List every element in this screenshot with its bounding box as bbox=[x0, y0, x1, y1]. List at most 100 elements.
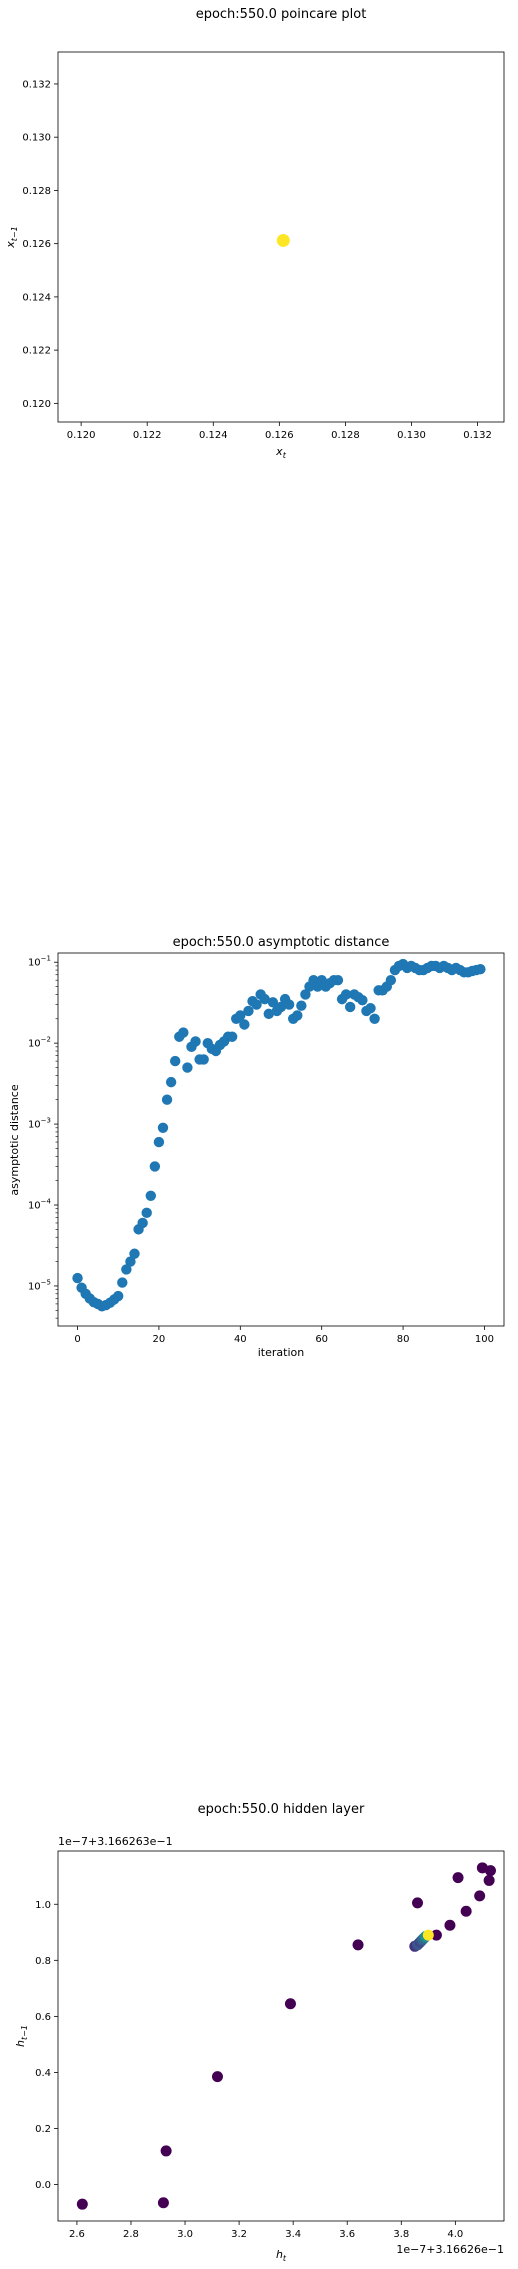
hidden-x-tick-label: 3.4 bbox=[285, 2229, 301, 2240]
asymptotic-y-tick-label: 10−2 bbox=[28, 1036, 51, 1050]
hidden-x-tick-label: 3.2 bbox=[231, 2229, 247, 2240]
asymptotic-point bbox=[161, 1094, 173, 1105]
hidden-x-ticks: 2.6 2.8 3.0 3.2 3.4 3.6 3.8 4.0 bbox=[69, 2221, 463, 2240]
asymptotic-point bbox=[235, 1010, 246, 1021]
asymptotic-point bbox=[226, 1031, 238, 1042]
asymptotic-y-label: asymptotic distance bbox=[8, 1084, 21, 1195]
hidden-point bbox=[211, 2071, 223, 2083]
hidden-x-tick-label: 3.8 bbox=[393, 2229, 409, 2240]
hidden-x-tick-label: 2.8 bbox=[123, 2229, 139, 2240]
asymptotic-point bbox=[113, 1290, 124, 1302]
asymptotic-y-ticks: 10−5 10−4 10−3 10−2 10−1 bbox=[28, 955, 58, 1292]
hidden-y-tick-label: 0.2 bbox=[35, 2124, 51, 2135]
hidden-point bbox=[484, 1865, 496, 1877]
asymptotic-x-tick-label: 80 bbox=[397, 1334, 410, 1345]
asymptotic-y-tick-label: 10−3 bbox=[28, 1117, 51, 1131]
hidden-layer-chart: epoch:550.0 hidden layer 1e−7+3.166263e−… bbox=[14, 1802, 505, 2263]
asymptotic-point bbox=[275, 1001, 287, 1013]
hidden-point bbox=[483, 1874, 495, 1886]
hidden-y-tick-label: 0.0 bbox=[35, 2180, 51, 2191]
hidden-x-tick-label: 3.6 bbox=[339, 2229, 355, 2240]
hidden-point bbox=[76, 2198, 88, 2210]
asymptotic-point bbox=[145, 1190, 156, 1201]
poincare-x-tick-label: 0.132 bbox=[463, 430, 492, 441]
asymptotic-point bbox=[125, 1256, 136, 1267]
asymptotic-point bbox=[141, 1207, 152, 1219]
hidden-point bbox=[452, 1872, 464, 1884]
asymptotic-title: epoch:550.0 asymptotic distance bbox=[173, 935, 390, 950]
asymptotic-point bbox=[157, 1122, 169, 1133]
asymptotic-point bbox=[332, 974, 344, 986]
hidden-y-tick-label: 0.4 bbox=[35, 2068, 51, 2079]
asymptotic-point bbox=[182, 1062, 193, 1073]
asymptotic-point bbox=[190, 1036, 201, 1047]
asymptotic-y-tick-label: 10−4 bbox=[28, 1198, 52, 1212]
asymptotic-point bbox=[340, 989, 352, 1000]
poincare-y-tick-label: 0.126 bbox=[22, 239, 51, 250]
poincare-x-tick-label: 0.124 bbox=[199, 430, 228, 441]
asymptotic-chart: epoch:550.0 asymptotic distance 0 20 40 60 8… bbox=[8, 935, 505, 1359]
poincare-x-tick-label: 0.120 bbox=[67, 430, 96, 441]
hidden-x-offset-label: 1e−7+3.16626e−1 bbox=[396, 2243, 504, 2256]
hidden-point bbox=[444, 1919, 456, 1931]
hidden-point bbox=[284, 1998, 296, 2010]
poincare-plot-area bbox=[276, 233, 290, 247]
asymptotic-point bbox=[251, 999, 262, 1010]
hidden-point bbox=[430, 1929, 442, 1941]
asymptotic-point bbox=[369, 1013, 380, 1024]
poincare-y-tick-label: 0.132 bbox=[22, 79, 51, 90]
poincare-x-label: xt bbox=[275, 445, 287, 460]
asymptotic-point bbox=[243, 1005, 254, 1017]
hidden-plot-area bbox=[76, 1862, 496, 2210]
asymptotic-x-tick-label: 100 bbox=[475, 1334, 494, 1345]
poincare-title: epoch:550.0 poincare plot bbox=[196, 7, 367, 22]
poincare-y-tick-label: 0.120 bbox=[22, 399, 51, 410]
hidden-point bbox=[160, 2145, 172, 2157]
asymptotic-point bbox=[283, 999, 295, 1010]
asymptotic-x-tick-label: 0 bbox=[74, 1334, 80, 1345]
hidden-x-tick-label: 2.6 bbox=[69, 2229, 85, 2240]
hidden-y-ticks: 0.0 0.2 0.4 0.6 0.8 1.0 bbox=[35, 1900, 58, 2191]
asymptotic-point bbox=[239, 1019, 250, 1030]
asymptotic-minor-ticks bbox=[55, 965, 58, 1319]
asymptotic-x-ticks: 0 20 40 60 80 100 bbox=[74, 1326, 494, 1345]
poincare-y-tick-label: 0.128 bbox=[22, 186, 51, 197]
asymptotic-point bbox=[344, 1001, 356, 1013]
asymptotic-point bbox=[365, 1003, 376, 1014]
hidden-point bbox=[352, 1939, 364, 1951]
asymptotic-x-tick-label: 20 bbox=[153, 1334, 166, 1345]
asymptotic-point bbox=[117, 1277, 128, 1288]
hidden-y-label: ht−1 bbox=[14, 2025, 29, 2047]
poincare-x-ticks: 0.120 0.122 0.124 0.126 0.128 0.130 0.132 bbox=[67, 422, 492, 441]
hidden-y-tick-label: 0.8 bbox=[35, 1956, 51, 1967]
asymptotic-point bbox=[129, 1248, 140, 1259]
asymptotic-point bbox=[121, 1264, 132, 1275]
asymptotic-x-label: iteration bbox=[258, 1346, 304, 1359]
hidden-point bbox=[412, 1897, 424, 1909]
asymptotic-x-tick-label: 40 bbox=[234, 1334, 247, 1345]
poincare-axes-frame bbox=[57, 51, 505, 423]
asymptotic-y-tick-label: 10−5 bbox=[28, 1278, 51, 1292]
poincare-y-ticks: 0.120 0.122 0.124 0.126 0.128 0.130 0.132 bbox=[22, 79, 58, 410]
asymptotic-point bbox=[475, 963, 486, 975]
asymptotic-point bbox=[259, 993, 270, 1005]
poincare-y-label: xt−1 bbox=[4, 226, 19, 248]
asymptotic-point bbox=[385, 974, 397, 986]
asymptotic-point bbox=[169, 1055, 181, 1067]
poincare-point bbox=[276, 233, 290, 247]
hidden-x-label: ht bbox=[276, 2248, 287, 2263]
asymptotic-plot-area bbox=[72, 958, 486, 1312]
hidden-point bbox=[157, 2197, 169, 2209]
poincare-y-tick-label: 0.122 bbox=[22, 346, 51, 357]
poincare-x-tick-label: 0.126 bbox=[265, 430, 294, 441]
hidden-point bbox=[474, 1890, 486, 1902]
asymptotic-point bbox=[357, 994, 368, 1006]
asymptotic-axes-frame bbox=[57, 952, 505, 1327]
asymptotic-point bbox=[72, 1272, 83, 1284]
asymptotic-x-tick-label: 60 bbox=[315, 1334, 328, 1345]
asymptotic-point bbox=[178, 1027, 189, 1038]
hidden-point bbox=[422, 1929, 434, 1941]
poincare-x-tick-label: 0.128 bbox=[331, 430, 360, 441]
asymptotic-y-tick-label: 10−1 bbox=[28, 955, 51, 969]
